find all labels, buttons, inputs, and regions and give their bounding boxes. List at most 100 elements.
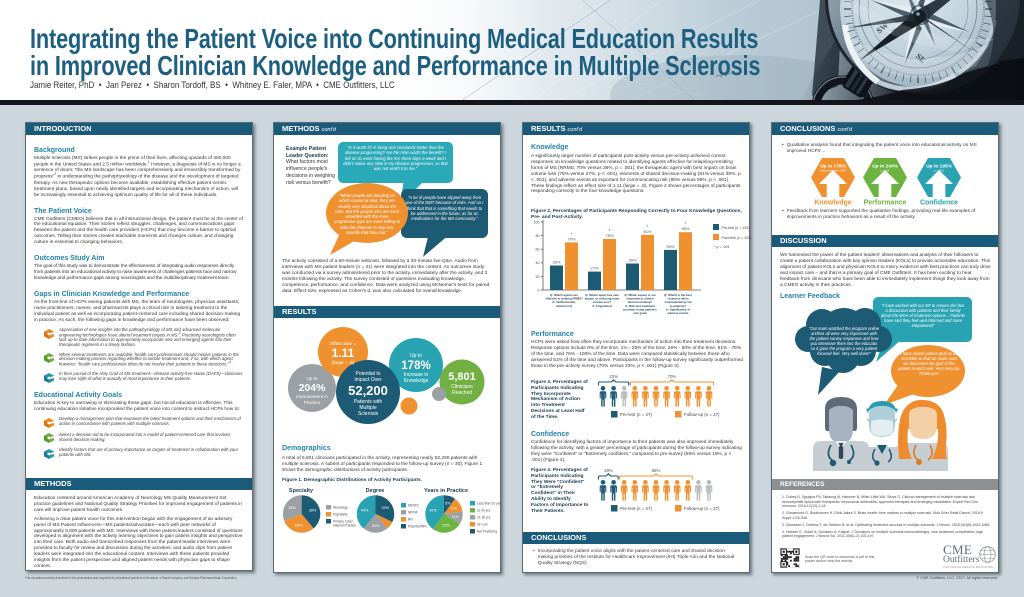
svg-text:Knowledge: Knowledge [814, 200, 851, 207]
svg-text:85%: 85% [681, 226, 689, 231]
svg-text:36%: 36% [552, 260, 560, 265]
svg-text:Specialty: Specialty [289, 488, 314, 494]
svg-text:19%: 19% [604, 468, 613, 473]
svg-text:priorities using patient’s: priorities using patient’s [623, 307, 657, 311]
svg-text:Confidence: Confidence [920, 200, 958, 207]
svg-text:response when: response when [667, 297, 688, 301]
svg-text:20%: 20% [372, 524, 380, 528]
svg-text:A: Fingolimod: A: Fingolimod [592, 304, 612, 308]
svg-text:40: 40 [536, 261, 540, 265]
svg-text:Up to: Up to [307, 376, 318, 381]
svg-text:Patients with: Patients with [354, 399, 383, 405]
svg-text:33%: 33% [288, 506, 296, 510]
svg-text:204%: 204% [299, 382, 327, 394]
svg-text:Degree: Degree [366, 488, 385, 494]
svg-text:own goals: own goals [633, 311, 648, 315]
svg-text:23%: 23% [609, 374, 618, 379]
svg-text:1.11: 1.11 [332, 346, 355, 360]
svg-text:20: 20 [536, 275, 540, 279]
svg-text:*: * [685, 221, 687, 226]
svg-text:Post-test (n = 193): Post-test (n = 193) [722, 236, 752, 240]
svg-text:A: Risk and treatment: A: Risk and treatment [625, 304, 655, 308]
svg-text:27%: 27% [590, 266, 598, 271]
svg-text:52,200: 52,200 [348, 383, 388, 398]
svg-text:Pre-test (n = 193): Pre-test (n = 193) [722, 226, 750, 230]
svg-text:Q: Which aspect is not: Q: Which aspect is not [624, 293, 655, 297]
svg-text:70%: 70% [567, 236, 575, 241]
svg-text:Follow-up (n = 27): Follow-up (n = 27) [684, 412, 720, 417]
svg-text:p < .05: p < .05 [881, 169, 890, 173]
svg-text:to patients?: to patients? [670, 304, 687, 308]
svg-text:75%: 75% [605, 233, 613, 238]
svg-text:* p < .001: * p < .001 [714, 245, 730, 249]
svg-text:Q: Which is the best: Q: Which is the best [664, 293, 692, 297]
svg-text:Up to 178%: Up to 178% [820, 164, 847, 170]
svg-text:NP/PA: NP/PA [408, 511, 418, 515]
svg-text:22%: 22% [442, 524, 450, 528]
svg-text:Potential to: Potential to [355, 371, 380, 377]
svg-text:(large = .8): (large = .8) [332, 360, 355, 365]
svg-text:A: Significance of: A: Significance of [666, 307, 690, 311]
svg-text:59%: 59% [666, 244, 674, 249]
svg-text:28%: 28% [295, 524, 303, 528]
svg-text:communicating risk: communicating risk [664, 300, 692, 304]
svg-text:Practice: Practice [304, 400, 321, 405]
svg-text:Up to 204%: Up to 204% [872, 164, 899, 170]
svg-text:Pre-test (n = 27): Pre-test (n = 27) [620, 412, 652, 417]
svg-text:0: 0 [538, 288, 540, 292]
svg-text:volume loss?: volume loss? [593, 300, 612, 304]
svg-text:p < .001: p < .001 [934, 169, 945, 173]
svg-text:*: * [571, 231, 573, 236]
svg-text:Increase in: Increase in [404, 372, 429, 378]
svg-text:Reached: Reached [452, 390, 472, 396]
svg-text:important in shared: important in shared [627, 297, 654, 301]
svg-text:31+ yrs: 31+ yrs [477, 523, 488, 527]
svg-text:32%: 32% [381, 506, 389, 510]
svg-text:80: 80 [536, 234, 540, 238]
svg-text:39%: 39% [628, 258, 636, 263]
svg-text:Q: Which agent has max: Q: Which agent has max [585, 293, 619, 297]
svg-text:A: Teriflunomide,: A: Teriflunomide, [552, 300, 576, 304]
svg-text:Neurology: Neurology [333, 506, 348, 510]
svg-text:60: 60 [536, 248, 540, 252]
svg-text:Years in Practice: Years in Practice [424, 488, 468, 494]
svg-text:5%: 5% [445, 501, 451, 505]
svg-text:Sclerosis: Sclerosis [358, 411, 379, 417]
svg-text:Primary Care/: Primary Care/ [333, 520, 353, 524]
svg-text:Multiple: Multiple [359, 405, 376, 411]
svg-text:improvement in HCP: improvement in HCP [820, 169, 846, 173]
svg-text:effective in treating RRMS?: effective in treating RRMS? [545, 297, 583, 301]
svg-text:*: * [647, 224, 649, 229]
svg-text:11-20 yrs: 11-20 yrs [477, 509, 490, 513]
svg-text:PharmD/RPh: PharmD/RPh [408, 525, 427, 529]
svg-text:Not Practicing: Not Practicing [477, 530, 497, 534]
svg-text:RN: RN [408, 518, 413, 522]
svg-text:Clinicians: Clinicians [451, 384, 473, 390]
svg-text:Up to 195%: Up to 195% [926, 164, 953, 170]
svg-text:44%: 44% [361, 508, 369, 512]
svg-text:Pre-test (n = 27): Pre-test (n = 27) [620, 506, 652, 511]
svg-text:Up to: Up to [410, 353, 422, 359]
svg-text:21-30 yrs: 21-30 yrs [477, 516, 491, 520]
svg-text:Psychiatry: Psychiatry [333, 513, 348, 517]
svg-text:decision-making?: decision-making? [628, 300, 653, 304]
svg-text:Improvement in: Improvement in [296, 394, 328, 399]
svg-text:Effect Size =: Effect Size = [330, 341, 356, 346]
svg-text:Knowledge: Knowledge [404, 378, 429, 384]
svg-text:Less than 10 yrs: Less than 10 yrs [477, 502, 501, 506]
svg-text:Follow-up (n = 27): Follow-up (n = 27) [684, 506, 720, 511]
svg-text:39%: 39% [309, 508, 317, 512]
svg-text:100: 100 [534, 220, 540, 224]
svg-text:Performance: Performance [864, 200, 907, 207]
svg-text:42%: 42% [429, 509, 437, 513]
svg-text:9%: 9% [451, 506, 457, 510]
svg-text:MD/DO: MD/DO [408, 504, 419, 508]
svg-text:Impact Over: Impact Over [354, 377, 382, 383]
svg-text:*: * [609, 228, 611, 233]
svg-text:interferon β: interferon β [556, 304, 572, 308]
svg-text:Q: Which agents are: Q: Which agents are [550, 293, 578, 297]
svg-text:81%: 81% [643, 229, 651, 234]
svg-text:178%: 178% [401, 360, 430, 372]
svg-text:Internal Practice: Internal Practice [333, 524, 356, 528]
svg-text:impact on reducing brain: impact on reducing brain [585, 297, 620, 301]
